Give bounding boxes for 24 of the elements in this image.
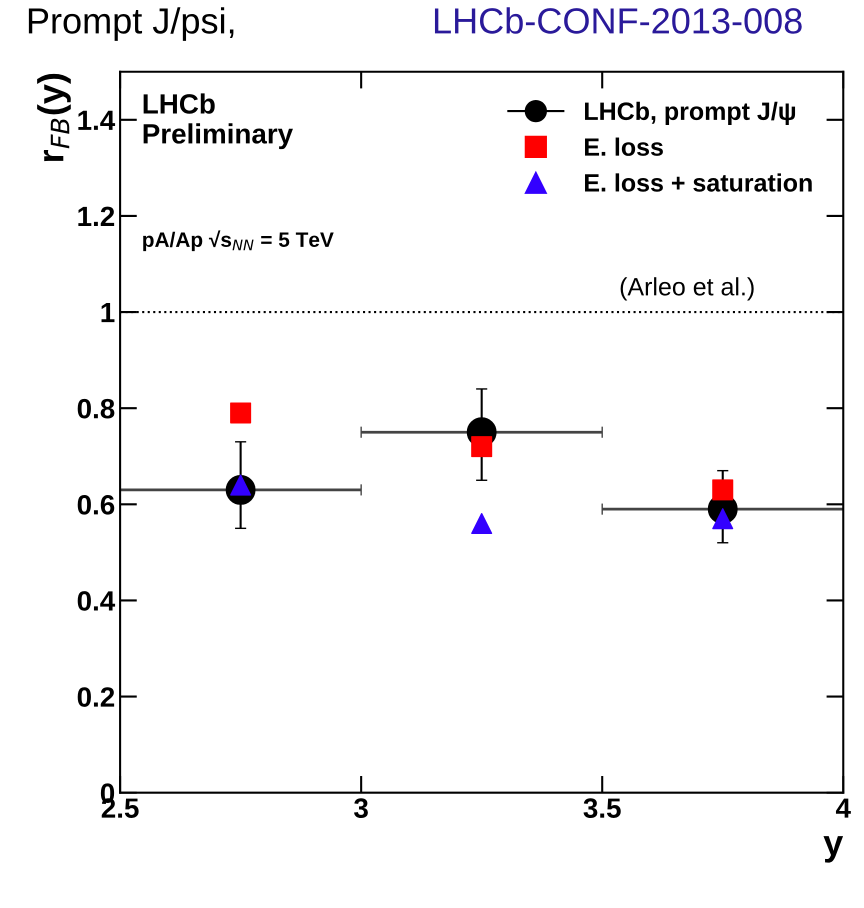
y-axis-title: r$_{FB}$(y) bbox=[37, 74, 71, 162]
y-tick-label: 1.2 bbox=[78, 206, 114, 226]
point bbox=[471, 436, 492, 458]
annotation: LHCb Preliminary bbox=[144, 93, 293, 150]
y-tick-label: 0.2 bbox=[78, 687, 114, 707]
x-tick-label: 3.5 bbox=[584, 798, 621, 818]
point bbox=[712, 479, 734, 500]
annotation: pA/Ap √s$_{NN}$ = 5 TeV bbox=[143, 230, 334, 252]
x-axis-title: y bbox=[823, 836, 844, 863]
y-tick-label: 1 bbox=[102, 303, 114, 322]
legend-label: E. loss + saturation bbox=[585, 173, 812, 192]
y-tick-label: 1.4 bbox=[78, 110, 116, 130]
legend-label: LHCb, prompt J/ψ bbox=[585, 102, 796, 126]
y-tick-label: 0.8 bbox=[78, 398, 114, 419]
annotation: (Arleo et al.) bbox=[620, 277, 754, 300]
chart-subtitle: LHCb-CONF-2013-008 bbox=[434, 7, 802, 34]
y-tick-label: 0.4 bbox=[78, 591, 116, 611]
point bbox=[230, 402, 252, 424]
legend-label: E. loss bbox=[585, 138, 663, 156]
chart-title: Prompt J/psi, bbox=[28, 7, 234, 41]
point bbox=[471, 513, 492, 534]
x-tick-label: 3 bbox=[354, 798, 368, 818]
x-tick-label: 4 bbox=[836, 798, 851, 818]
y-tick-label: 0.6 bbox=[78, 494, 114, 515]
